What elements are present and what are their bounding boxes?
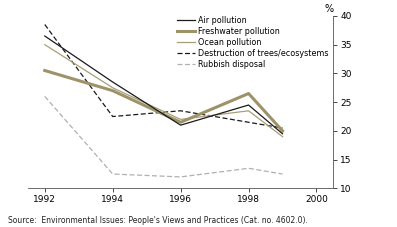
Text: %: % <box>324 4 333 14</box>
Legend: Air pollution, Freshwater pollution, Ocean pollution, Destruction of trees/ecosy: Air pollution, Freshwater pollution, Oce… <box>177 16 329 69</box>
Text: Source:  Environmental Issues: People's Views and Practices (Cat. no. 4602.0).: Source: Environmental Issues: People's V… <box>8 216 308 225</box>
